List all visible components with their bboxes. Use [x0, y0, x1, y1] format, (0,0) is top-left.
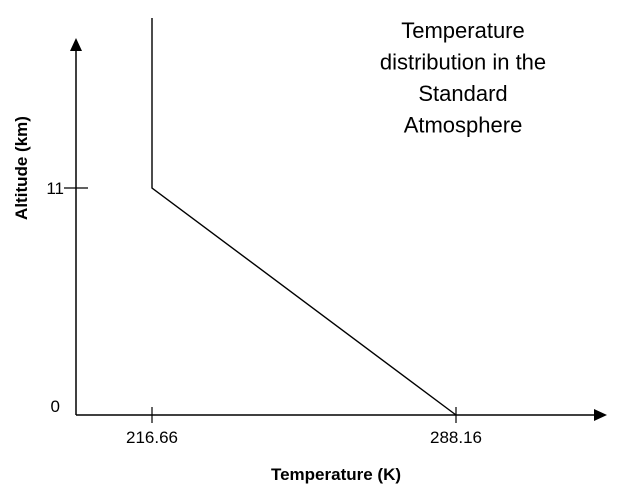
x-axis-title: Temperature (K): [271, 465, 401, 484]
labels-layer: 216.66 288.16 0 11 Temperature (K) Altitude (…: [12, 18, 546, 484]
axes: [64, 38, 607, 423]
chart-title-line: distribution in the: [380, 50, 546, 75]
y-tick-label: 0: [51, 397, 60, 416]
y-axis-arrow-icon: [70, 38, 82, 51]
chart-title-line: Atmosphere: [404, 113, 523, 138]
y-axis-title: Altitude (km): [12, 116, 31, 220]
chart-title-line: Temperature: [401, 18, 525, 43]
temperature-profile-line: [151, 18, 457, 416]
x-tick-label: 288.16: [430, 428, 482, 447]
y-tick-label: 11: [46, 179, 64, 198]
x-tick-label: 216.66: [126, 428, 178, 447]
x-axis-arrow-icon: [594, 409, 607, 421]
chart-title-line: Standard: [418, 81, 507, 106]
series-layer: [151, 18, 457, 416]
